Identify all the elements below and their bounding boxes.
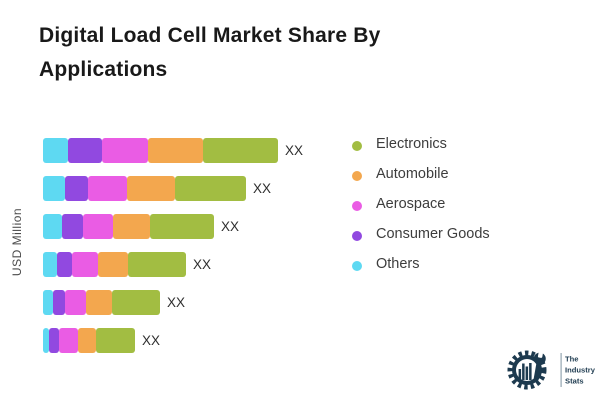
bar-segment-aerospace [72,252,98,277]
bar-segment-aerospace [59,328,78,353]
wrench-glyph [533,350,546,382]
bar-segment-consumer-goods [62,214,83,239]
bar-segment-consumer-goods [65,176,88,201]
bar-segment-electronics [203,138,278,163]
legend-item-others: Others [352,249,490,279]
bar-segment-consumer-goods [53,290,65,315]
bar-segment-automobile [113,214,150,239]
bar-row: XX [43,138,303,163]
bar-value-label: XX [221,219,240,234]
legend-item-aerospace: Aerospace [352,189,490,219]
bar-row: XX [43,328,303,353]
bar-row: XX [43,214,303,239]
bar-segment-electronics [112,290,160,315]
buildings-glyph [518,363,532,380]
bar-value-label: XX [142,333,161,348]
chart-title: Digital Load Cell Market Share By Applic… [39,24,381,81]
bar-segment-electronics [96,328,135,353]
bar-segment-electronics [128,252,186,277]
bar-segment-consumer-goods [49,328,59,353]
legend-label: Others [376,256,420,272]
logo-text-line: Stats [565,377,584,386]
bar-row: XX [43,176,303,201]
logo-divider [560,353,562,387]
brand-logo: The Industry Stats [507,350,596,390]
bar-segment-aerospace [65,290,86,315]
bar-value-label: XX [253,181,272,196]
bar-segment-automobile [78,328,96,353]
legend-item-automobile: Automobile [352,159,490,189]
bar-segment-automobile [148,138,203,163]
legend-item-electronics: Electronics [352,129,490,159]
bar-segment-others [43,290,53,315]
legend: Electronics Automobile Aerospace Consumer G… [352,129,490,279]
legend-label: Automobile [376,166,449,182]
bar-segment-aerospace [88,176,127,201]
bar-segment-others [43,252,57,277]
bar-value-label: XX [193,257,212,272]
legend-label: Electronics [376,136,447,152]
bar-segment-others [43,214,62,239]
legend-dot [352,140,362,151]
bar-segment-aerospace [83,214,113,239]
legend-dot [352,170,362,181]
bar-segment-electronics [150,214,214,239]
bar-row: XX [43,252,303,277]
bar-row: XX [43,290,303,315]
bar-segment-aerospace [102,138,148,163]
bar-segment-others [43,328,49,353]
bar-segment-electronics [175,176,246,201]
logo-text-line: The [565,355,579,364]
legend-label: Aerospace [376,196,446,212]
y-axis-label: USD Million [10,207,24,277]
legend-item-consumer-goods: Consumer Goods [352,219,490,249]
bar-segment-others [43,176,65,201]
legend-label: Consumer Goods [376,226,490,242]
bar-chart: XX XX XX XX XX XX [43,138,303,353]
bar-segment-consumer-goods [57,252,72,277]
legend-dot [352,200,362,211]
bar-value-label: XX [167,295,186,310]
gear-wrench-icon [507,350,547,390]
logo-text-line: Industry [565,366,596,375]
bar-segment-others [43,138,68,163]
bar-value-label: XX [285,143,304,158]
bar-segment-automobile [127,176,175,201]
legend-dot [352,260,362,271]
legend-dot [352,230,362,241]
bar-segment-automobile [98,252,128,277]
bar-segment-consumer-goods [68,138,102,163]
bar-segment-automobile [86,290,112,315]
